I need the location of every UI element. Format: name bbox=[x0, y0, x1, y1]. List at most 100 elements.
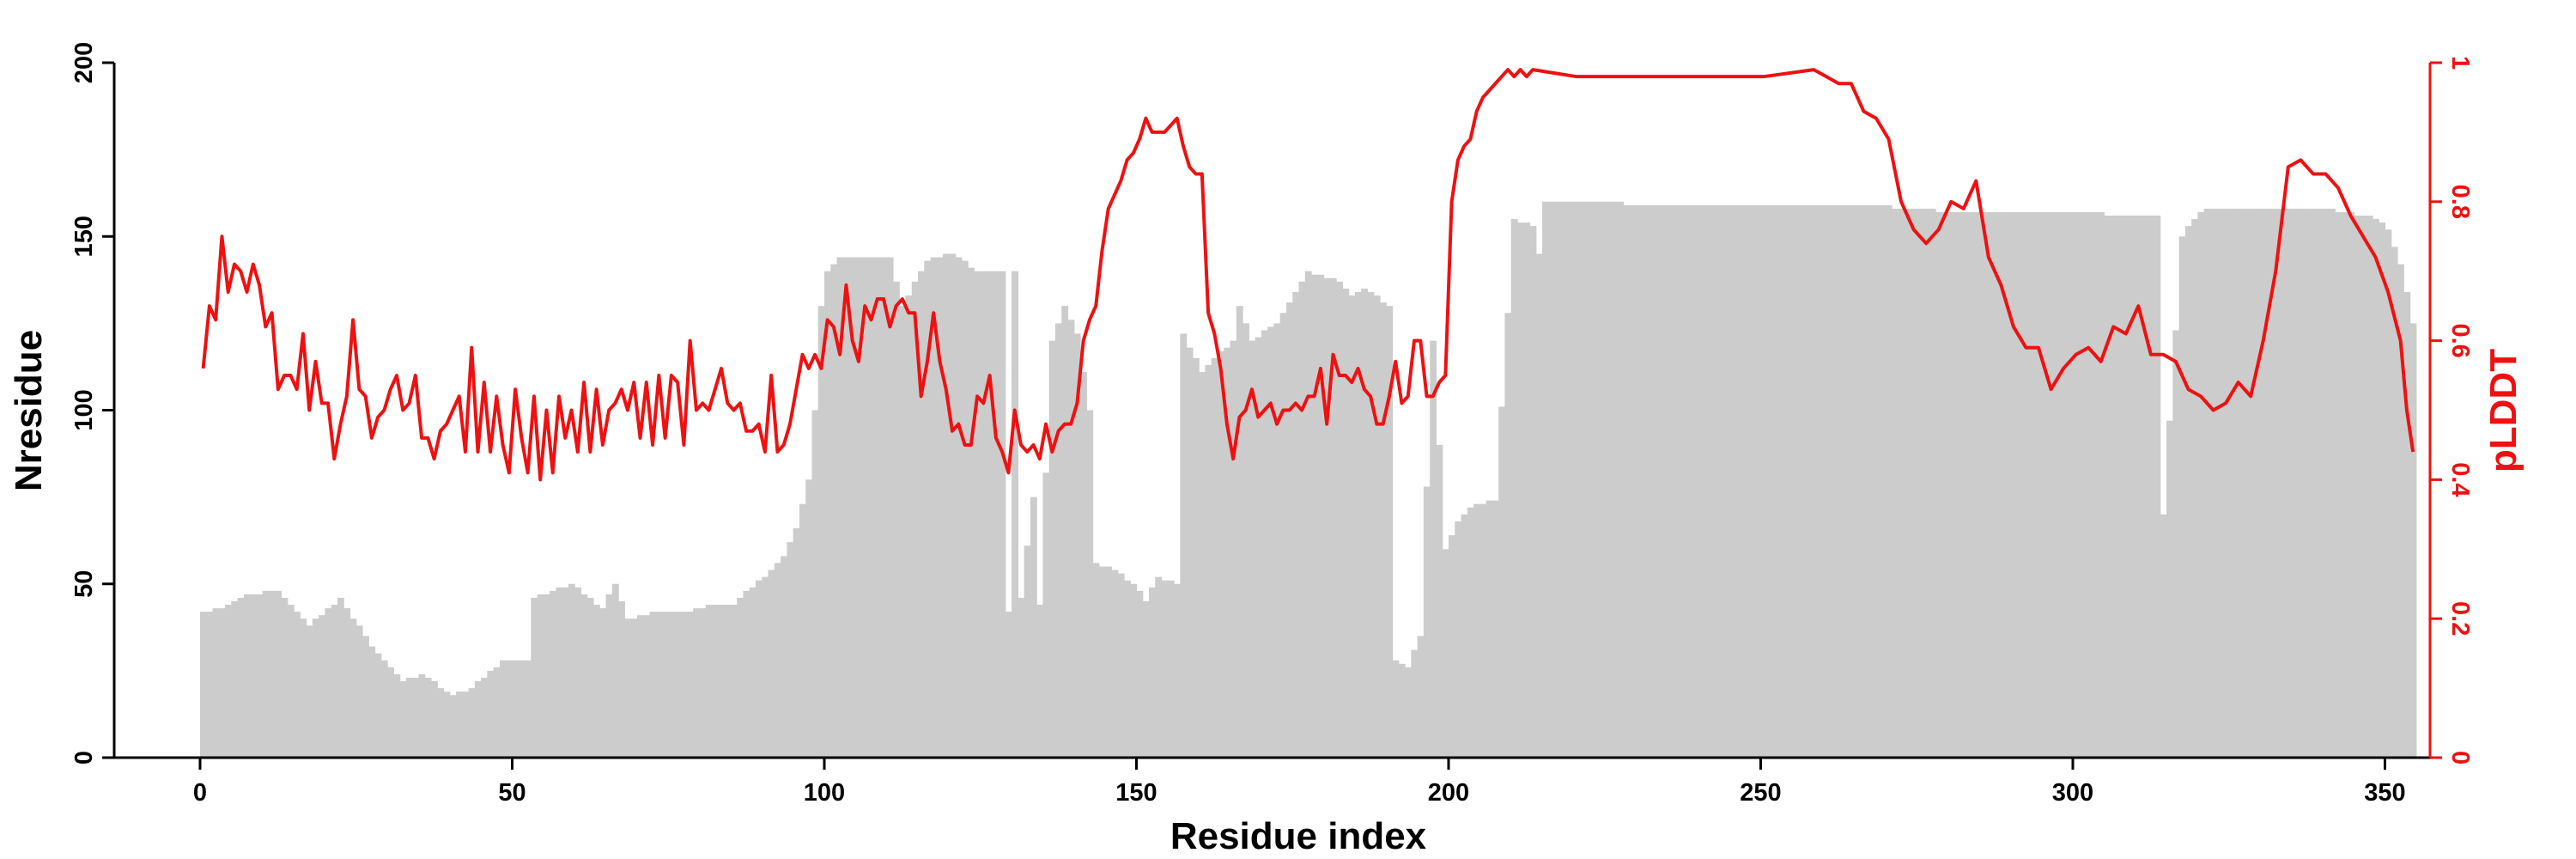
bar bbox=[1255, 337, 1262, 758]
bar bbox=[2010, 211, 2018, 758]
bar bbox=[1873, 204, 1880, 758]
bar bbox=[493, 667, 501, 758]
bar bbox=[2141, 215, 2148, 758]
bar bbox=[1741, 204, 1749, 758]
bar bbox=[399, 681, 407, 758]
bar bbox=[256, 594, 264, 758]
bar bbox=[468, 688, 476, 758]
bar bbox=[668, 612, 676, 758]
bar bbox=[1417, 636, 1425, 758]
bar bbox=[1667, 204, 1674, 758]
bar bbox=[1174, 583, 1181, 758]
bar bbox=[1367, 291, 1375, 758]
bar bbox=[1105, 566, 1113, 758]
bar bbox=[319, 615, 325, 758]
bar bbox=[1423, 486, 1431, 758]
bar bbox=[300, 618, 307, 758]
bar bbox=[2285, 208, 2293, 758]
bar bbox=[1230, 340, 1237, 758]
bar bbox=[343, 608, 351, 758]
bar bbox=[1485, 500, 1493, 758]
bar bbox=[1161, 580, 1169, 758]
bar bbox=[593, 605, 600, 758]
bar bbox=[337, 597, 344, 758]
bar bbox=[1449, 535, 1455, 758]
bar bbox=[1554, 201, 1562, 758]
bar bbox=[1329, 277, 1337, 758]
bar bbox=[1941, 211, 1949, 758]
bar bbox=[1467, 507, 1474, 758]
bar bbox=[1835, 204, 1843, 758]
bar bbox=[1592, 201, 1600, 758]
bar bbox=[1211, 357, 1218, 758]
bar bbox=[1611, 201, 1618, 758]
bar bbox=[437, 688, 445, 758]
bar bbox=[1498, 406, 1506, 758]
bar bbox=[1798, 204, 1805, 758]
bar bbox=[1779, 204, 1787, 758]
bar bbox=[331, 605, 338, 758]
bar bbox=[2397, 264, 2404, 758]
bar bbox=[2073, 211, 2080, 758]
bar bbox=[1754, 204, 1762, 758]
bar bbox=[817, 306, 825, 758]
bar bbox=[1267, 326, 1275, 758]
bar bbox=[225, 605, 232, 758]
bar bbox=[487, 670, 495, 758]
bar bbox=[1086, 410, 1094, 758]
bar bbox=[1704, 204, 1711, 758]
bar bbox=[955, 257, 963, 758]
bar bbox=[693, 608, 701, 758]
bar bbox=[1149, 587, 1156, 758]
bar bbox=[537, 594, 544, 758]
bar bbox=[1623, 204, 1631, 758]
bar bbox=[281, 597, 289, 758]
bar bbox=[1098, 566, 1106, 758]
bar bbox=[699, 608, 707, 758]
bar bbox=[2079, 211, 2087, 758]
bar bbox=[1661, 204, 1668, 758]
bar bbox=[2047, 211, 2055, 758]
x-tick-label: 50 bbox=[498, 779, 526, 807]
bar bbox=[861, 257, 869, 758]
bar bbox=[2203, 208, 2211, 758]
bar bbox=[1735, 204, 1743, 758]
bar bbox=[2135, 215, 2142, 758]
bar bbox=[1398, 663, 1406, 758]
bar bbox=[1386, 306, 1394, 758]
bar bbox=[712, 605, 720, 758]
bar bbox=[237, 597, 245, 758]
bar bbox=[961, 260, 969, 758]
bar bbox=[2197, 211, 2205, 758]
bar bbox=[730, 605, 738, 758]
bar bbox=[1436, 444, 1443, 758]
bar bbox=[1673, 204, 1680, 758]
bar bbox=[2260, 208, 2267, 758]
bar bbox=[1898, 208, 1905, 758]
bar bbox=[2166, 420, 2173, 758]
bar bbox=[2366, 215, 2373, 758]
bar bbox=[250, 594, 258, 758]
bar bbox=[200, 612, 207, 758]
bar bbox=[1917, 208, 1924, 758]
bar bbox=[1766, 204, 1774, 758]
bar bbox=[1461, 514, 1468, 758]
bar bbox=[2160, 514, 2167, 758]
bar bbox=[674, 612, 682, 758]
bar bbox=[630, 618, 638, 758]
x-tick-label: 100 bbox=[804, 779, 845, 807]
bar bbox=[2060, 211, 2068, 758]
bar bbox=[1317, 274, 1325, 758]
bar bbox=[325, 608, 332, 758]
bar bbox=[531, 597, 538, 758]
bar bbox=[655, 612, 663, 758]
bar bbox=[1910, 208, 1917, 758]
bar bbox=[1292, 291, 1300, 758]
bar bbox=[793, 528, 800, 758]
bar bbox=[1716, 204, 1724, 758]
bar bbox=[550, 590, 556, 758]
x-tick-label: 0 bbox=[193, 779, 207, 807]
bar bbox=[787, 542, 794, 758]
bar bbox=[1535, 253, 1543, 758]
bar bbox=[1842, 204, 1849, 758]
